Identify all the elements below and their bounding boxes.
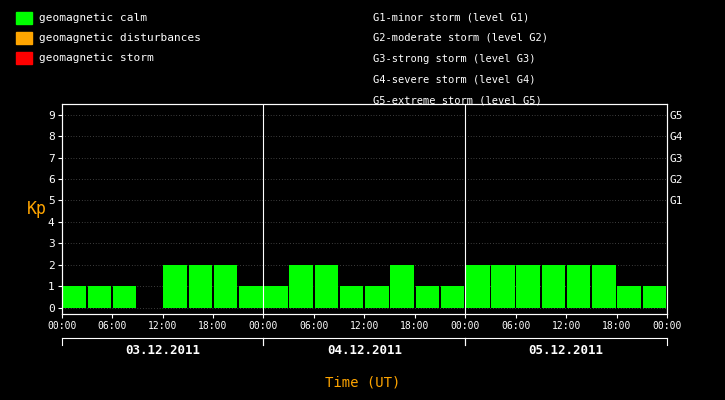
Text: G3-strong storm (level G3): G3-strong storm (level G3) xyxy=(373,54,536,64)
Text: G4-severe storm (level G4): G4-severe storm (level G4) xyxy=(373,74,536,84)
Bar xyxy=(340,286,363,308)
Text: Time (UT): Time (UT) xyxy=(325,376,400,390)
Bar xyxy=(62,286,86,308)
Bar xyxy=(441,286,465,308)
Bar xyxy=(264,286,288,308)
Text: G1-minor storm (level G1): G1-minor storm (level G1) xyxy=(373,12,530,22)
Bar xyxy=(113,286,136,308)
Bar xyxy=(239,286,262,308)
Bar xyxy=(390,265,414,308)
Bar xyxy=(642,286,666,308)
Bar xyxy=(516,265,540,308)
Bar xyxy=(542,265,566,308)
Text: geomagnetic calm: geomagnetic calm xyxy=(39,13,147,23)
Text: geomagnetic disturbances: geomagnetic disturbances xyxy=(39,33,201,43)
Text: 04.12.2011: 04.12.2011 xyxy=(327,344,402,356)
Bar xyxy=(592,265,616,308)
Bar xyxy=(289,265,313,308)
Text: G5-extreme storm (level G5): G5-extreme storm (level G5) xyxy=(373,95,542,105)
Text: 05.12.2011: 05.12.2011 xyxy=(529,344,604,356)
Text: 03.12.2011: 03.12.2011 xyxy=(125,344,200,356)
Bar xyxy=(492,265,515,308)
Bar xyxy=(214,265,237,308)
Bar xyxy=(415,286,439,308)
Text: geomagnetic storm: geomagnetic storm xyxy=(39,53,154,63)
Bar xyxy=(567,265,590,308)
Bar xyxy=(188,265,212,308)
Y-axis label: Kp: Kp xyxy=(27,200,47,218)
Bar xyxy=(315,265,339,308)
Bar xyxy=(163,265,187,308)
Bar xyxy=(365,286,389,308)
Bar xyxy=(466,265,489,308)
Bar xyxy=(88,286,111,308)
Text: G2-moderate storm (level G2): G2-moderate storm (level G2) xyxy=(373,33,548,43)
Bar xyxy=(618,286,641,308)
